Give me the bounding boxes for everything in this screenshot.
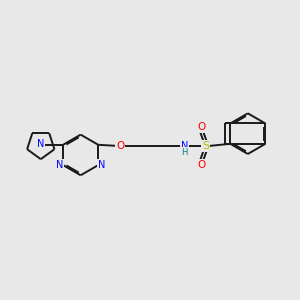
Text: O: O xyxy=(197,160,206,170)
Text: O: O xyxy=(116,141,124,151)
Text: N: N xyxy=(56,160,64,170)
Text: N: N xyxy=(181,141,188,151)
Text: N: N xyxy=(37,139,44,148)
Text: H: H xyxy=(182,148,188,157)
Text: O: O xyxy=(197,122,206,132)
Text: S: S xyxy=(202,141,209,151)
Text: N: N xyxy=(98,160,105,170)
